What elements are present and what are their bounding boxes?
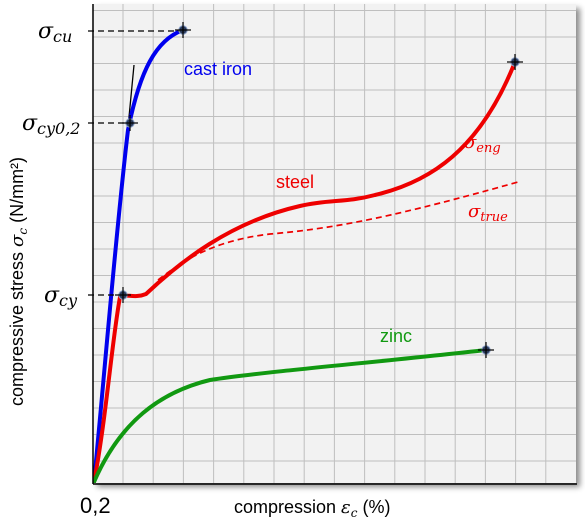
zinc-curve	[93, 348, 488, 483]
y-axis-label: compressive stress σc (N/mm²)	[7, 157, 30, 406]
zinc-end-marker	[478, 342, 494, 358]
steel-end-marker	[507, 54, 523, 70]
steel-eng-curve	[93, 60, 517, 483]
sigma-true-label: σtrue	[468, 201, 508, 225]
grid	[93, 4, 576, 483]
sigma-eng-label: σeng	[464, 132, 501, 156]
series-label-zinc: zinc	[380, 326, 412, 346]
sigma-cu-label: σcu	[38, 19, 72, 46]
cast-iron-yield-marker	[122, 115, 138, 131]
sigma-cy02-label: σcy0,2	[22, 111, 80, 138]
cast-iron-curve	[93, 28, 185, 483]
x-tick-label: 0,2	[80, 493, 111, 518]
cast-iron-end-marker	[175, 22, 191, 38]
sigma-cy-label: σcy	[44, 283, 78, 310]
steel-yield-marker	[115, 287, 131, 303]
series-label-steel: steel	[276, 172, 314, 192]
x-axis-label: compression εc (%)	[234, 497, 390, 520]
series-label-cast-iron: cast iron	[184, 59, 252, 79]
